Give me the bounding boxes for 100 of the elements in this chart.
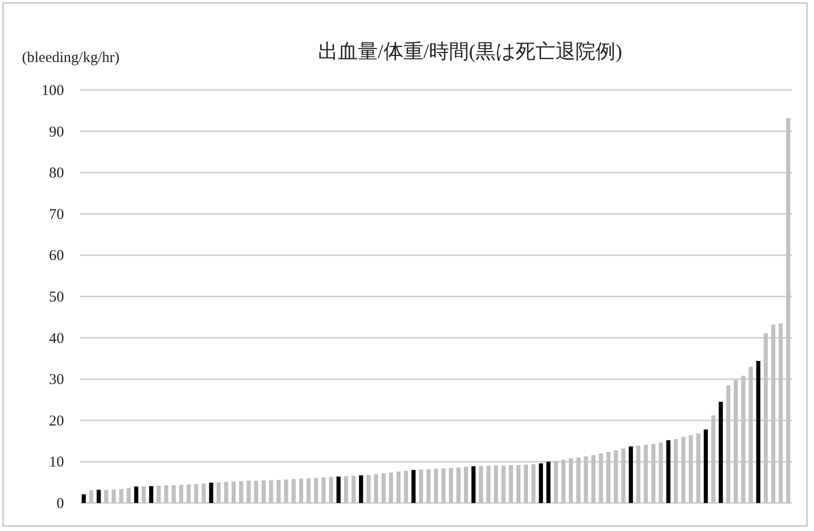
bar: [232, 482, 236, 503]
y-tick-label: 100: [42, 83, 64, 99]
bar: [554, 460, 558, 503]
bar: [464, 466, 468, 503]
bar: [778, 323, 783, 503]
bar: [651, 444, 656, 503]
bar: [209, 482, 214, 503]
bar: [202, 484, 206, 503]
bar: [336, 476, 341, 503]
bar: [299, 478, 304, 503]
bar: [292, 479, 296, 503]
bar: [748, 366, 753, 503]
y-tick-label: 50: [49, 290, 64, 306]
bar: [478, 466, 484, 503]
bar: [741, 376, 746, 503]
bar: [119, 488, 124, 503]
y-tick-label: 20: [49, 413, 64, 430]
bar: [411, 470, 416, 503]
bar: [239, 481, 244, 503]
y-tick-label: 70: [49, 206, 64, 223]
bar: [576, 458, 580, 503]
bar: [186, 484, 191, 503]
bar: [156, 486, 161, 503]
bar: [322, 477, 326, 503]
bar: [568, 458, 573, 503]
bar: [104, 490, 108, 503]
bar: [404, 470, 408, 503]
bar: [329, 476, 334, 503]
bar: [434, 468, 438, 503]
bar: [172, 485, 176, 503]
bar: [456, 467, 461, 503]
bar: [786, 118, 790, 503]
bar: [351, 476, 356, 503]
bar: [606, 452, 610, 503]
bar: [704, 429, 708, 503]
y-tick-label: 10: [49, 454, 64, 471]
bar: [149, 486, 154, 503]
chart-title: 出血量/体重/時間(黒は死亡退院例): [318, 41, 622, 63]
bar: [366, 474, 371, 503]
bar: [284, 479, 288, 503]
bar: [112, 489, 116, 503]
bar: [681, 436, 686, 503]
bar: [276, 480, 281, 503]
bar: [598, 453, 603, 503]
bar: [614, 450, 618, 503]
bar: [696, 433, 700, 503]
bar: [381, 473, 386, 503]
bar: [756, 360, 760, 503]
bar: [448, 468, 454, 503]
bar: [179, 484, 184, 503]
bar: [584, 456, 588, 503]
bar: [531, 464, 536, 503]
bar: [254, 480, 258, 503]
y-tick-label: 90: [49, 124, 64, 140]
bar: [134, 486, 138, 503]
bar: [666, 440, 670, 503]
bar: [418, 470, 424, 503]
bar: [96, 490, 101, 503]
bar: [546, 462, 550, 503]
bar: [538, 463, 543, 503]
bar: [621, 448, 626, 503]
bar: [388, 472, 394, 503]
bar: [246, 480, 251, 503]
bar: [644, 444, 648, 503]
bar: [426, 469, 431, 503]
bar: [224, 482, 228, 503]
y-tick-label: 30: [49, 372, 64, 388]
bar: [142, 486, 146, 503]
y-tick-label: 80: [49, 166, 64, 182]
bar: [269, 480, 274, 503]
bar: [688, 435, 693, 503]
bar: [658, 442, 663, 503]
y-tick-label: 40: [49, 330, 64, 347]
bar: [216, 482, 221, 503]
bar: [524, 464, 528, 503]
bar: [82, 494, 86, 503]
bar: [164, 485, 168, 503]
bar: [396, 472, 401, 503]
bar: [306, 478, 311, 503]
bar: [516, 465, 521, 503]
bar: [262, 480, 266, 503]
bar: [374, 474, 378, 503]
bar: [314, 478, 318, 503]
bar: [501, 465, 506, 503]
bar: [734, 380, 738, 503]
bar: [194, 484, 198, 503]
y-axis-title: (bleeding/kg/hr): [22, 50, 120, 66]
bar: [718, 402, 723, 503]
bar: [508, 465, 514, 503]
bar: [764, 333, 768, 503]
bar: [471, 466, 476, 503]
bar: [441, 468, 446, 503]
y-tick-label: 60: [49, 248, 64, 264]
bar: [126, 488, 131, 503]
bar: [674, 438, 678, 503]
bar: [494, 465, 498, 503]
bar: [344, 476, 348, 503]
bar: [711, 415, 716, 503]
bar: [358, 475, 364, 503]
bar: [486, 466, 491, 503]
